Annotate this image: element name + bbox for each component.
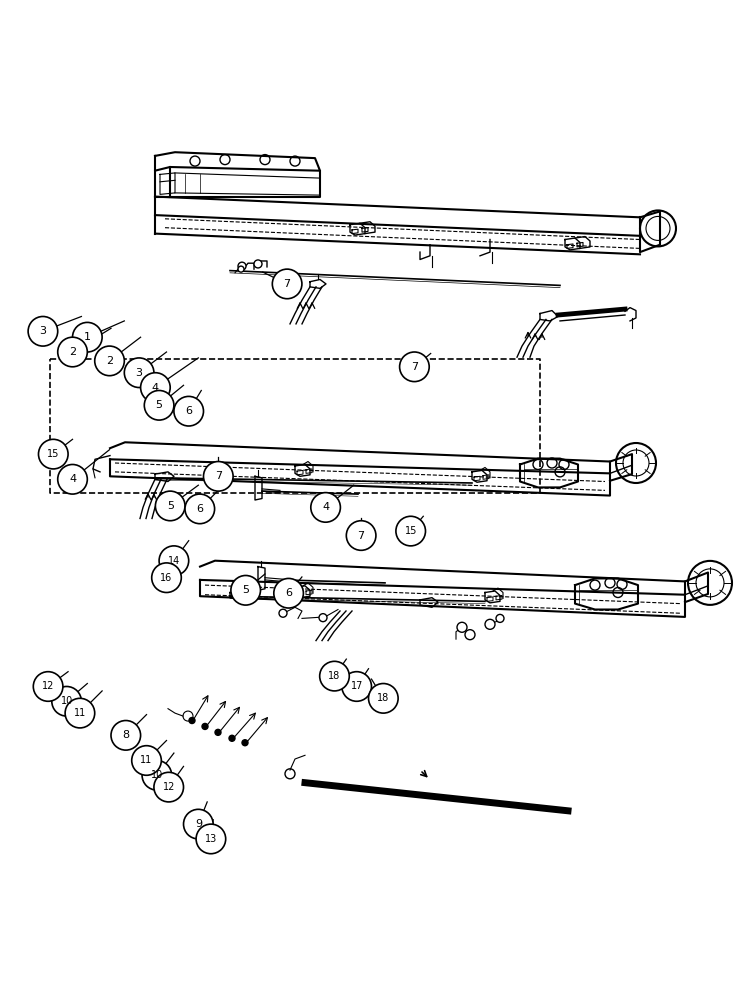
Circle shape bbox=[346, 521, 376, 550]
Text: 7: 7 bbox=[215, 471, 222, 481]
Circle shape bbox=[272, 269, 302, 299]
Circle shape bbox=[279, 609, 287, 617]
Circle shape bbox=[28, 316, 58, 346]
Text: 10: 10 bbox=[61, 696, 73, 706]
Text: 13: 13 bbox=[205, 834, 217, 844]
Circle shape bbox=[396, 516, 426, 546]
Text: 18: 18 bbox=[329, 671, 340, 681]
Circle shape bbox=[58, 464, 87, 494]
Text: 11: 11 bbox=[141, 755, 152, 765]
Text: 7: 7 bbox=[411, 362, 418, 372]
Text: 8: 8 bbox=[122, 730, 130, 740]
Circle shape bbox=[254, 260, 262, 268]
Text: 7: 7 bbox=[357, 531, 365, 541]
Circle shape bbox=[238, 266, 244, 272]
Text: 4: 4 bbox=[152, 383, 159, 393]
Text: 6: 6 bbox=[185, 406, 192, 416]
Circle shape bbox=[52, 686, 81, 716]
Text: 1: 1 bbox=[84, 332, 91, 342]
Text: 4: 4 bbox=[69, 474, 76, 484]
Text: 10: 10 bbox=[151, 770, 163, 780]
Text: 2: 2 bbox=[106, 356, 113, 366]
Circle shape bbox=[238, 262, 246, 270]
Text: 17: 17 bbox=[351, 681, 363, 691]
Circle shape bbox=[184, 809, 213, 839]
Circle shape bbox=[202, 723, 208, 729]
Text: 16: 16 bbox=[161, 573, 172, 583]
Circle shape bbox=[400, 352, 429, 382]
Circle shape bbox=[311, 493, 340, 522]
Circle shape bbox=[185, 494, 215, 524]
Circle shape bbox=[152, 563, 181, 592]
Circle shape bbox=[159, 546, 189, 575]
Text: 9: 9 bbox=[195, 819, 202, 829]
Circle shape bbox=[465, 630, 475, 640]
Circle shape bbox=[142, 760, 172, 790]
Circle shape bbox=[229, 735, 235, 741]
Circle shape bbox=[242, 740, 248, 746]
Circle shape bbox=[319, 614, 327, 622]
Text: 11: 11 bbox=[74, 708, 86, 718]
Circle shape bbox=[204, 462, 233, 491]
Circle shape bbox=[111, 721, 141, 750]
Text: 4: 4 bbox=[322, 502, 329, 512]
Circle shape bbox=[38, 439, 68, 469]
Circle shape bbox=[95, 346, 124, 376]
Circle shape bbox=[174, 396, 204, 426]
Circle shape bbox=[144, 390, 174, 420]
Text: 5: 5 bbox=[242, 585, 249, 595]
Text: 5: 5 bbox=[166, 501, 174, 511]
Text: 5: 5 bbox=[155, 400, 163, 410]
Circle shape bbox=[320, 661, 349, 691]
Circle shape bbox=[132, 746, 161, 775]
Circle shape bbox=[196, 824, 226, 854]
Circle shape bbox=[73, 322, 102, 352]
Text: 15: 15 bbox=[47, 449, 59, 459]
Text: 15: 15 bbox=[405, 526, 417, 536]
Circle shape bbox=[141, 373, 170, 402]
Text: 12: 12 bbox=[163, 782, 175, 792]
Text: 3: 3 bbox=[135, 368, 143, 378]
Text: 14: 14 bbox=[168, 556, 180, 566]
Circle shape bbox=[496, 614, 504, 622]
Text: 18: 18 bbox=[377, 693, 389, 703]
Circle shape bbox=[215, 729, 221, 735]
Text: 6: 6 bbox=[196, 504, 204, 514]
Circle shape bbox=[231, 575, 260, 605]
Circle shape bbox=[485, 619, 495, 629]
Circle shape bbox=[189, 718, 195, 724]
Text: 12: 12 bbox=[42, 681, 54, 691]
Circle shape bbox=[154, 772, 184, 802]
Circle shape bbox=[369, 684, 398, 713]
Circle shape bbox=[33, 672, 63, 701]
Circle shape bbox=[124, 358, 154, 388]
Text: 6: 6 bbox=[285, 588, 292, 598]
Text: 3: 3 bbox=[39, 326, 47, 336]
Text: 2: 2 bbox=[69, 347, 76, 357]
Circle shape bbox=[274, 578, 303, 608]
Text: 7: 7 bbox=[283, 279, 291, 289]
Circle shape bbox=[65, 698, 95, 728]
Circle shape bbox=[155, 491, 185, 521]
Circle shape bbox=[58, 337, 87, 367]
Circle shape bbox=[457, 622, 467, 632]
Circle shape bbox=[342, 672, 371, 701]
